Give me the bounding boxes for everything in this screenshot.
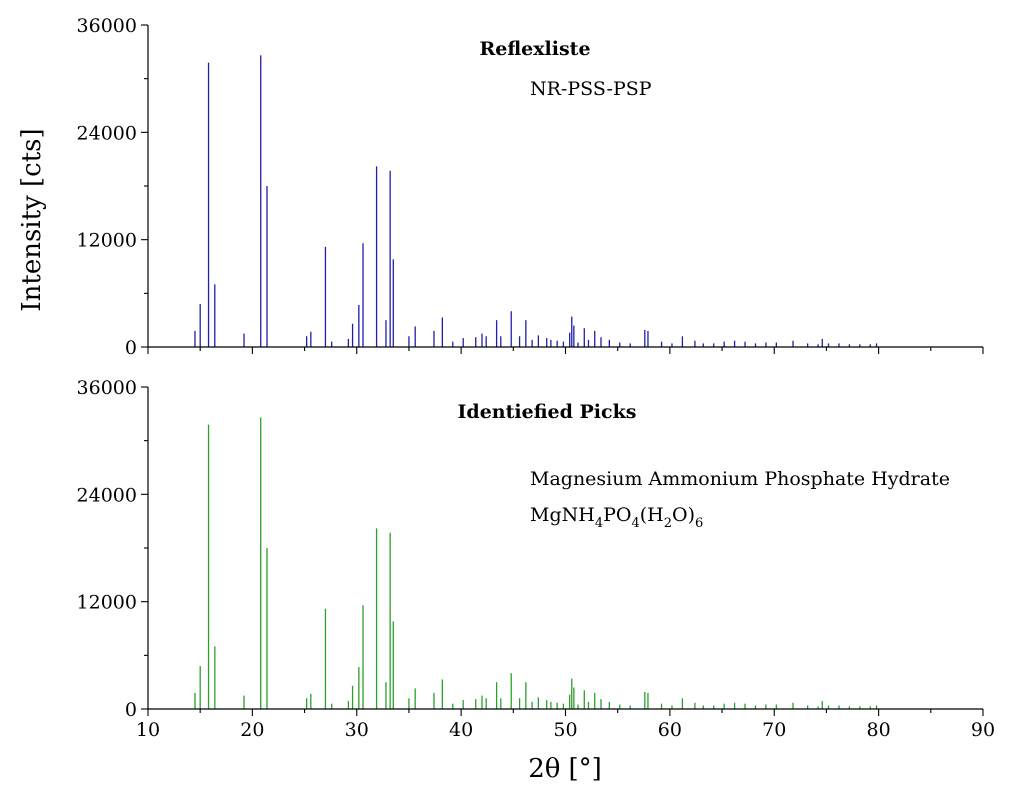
- x-tick-label: 50: [553, 719, 577, 741]
- x-tick-label: 80: [867, 719, 891, 741]
- formula-part: PO: [603, 504, 631, 526]
- formula-part: (H: [640, 504, 664, 526]
- annotation-sample-id: NR-PSS-PSP: [530, 78, 652, 100]
- formula-subscript: 4: [631, 516, 639, 531]
- y-tick-label: 36000: [77, 377, 137, 399]
- x-axis-symbol: 2θ: [528, 754, 560, 784]
- x-tick-label: 90: [971, 719, 995, 741]
- y-tick-label: 0: [125, 699, 137, 721]
- panel-title-identified-picks: Identiefied Picks: [458, 401, 637, 423]
- x-tick-label: 30: [345, 719, 369, 741]
- x-axis-label: 2θ [°]: [528, 754, 602, 784]
- y-tick-label: 24000: [77, 484, 137, 506]
- panel-title-reflexliste: Reflexliste: [479, 38, 590, 60]
- formula-part: MgNH: [530, 504, 595, 526]
- annotation-compound-name: Magnesium Ammonium Phosphate Hydrate: [530, 468, 950, 490]
- y-tick-label: 12000: [77, 230, 137, 252]
- y-tick-label: 0: [125, 337, 137, 359]
- y-tick-label: 36000: [77, 15, 137, 37]
- x-tick-label: 40: [449, 719, 473, 741]
- x-tick-label: 20: [240, 719, 264, 741]
- x-axis-unit: [°]: [568, 754, 601, 784]
- formula-part: O): [672, 504, 695, 526]
- x-tick-label: 60: [658, 719, 682, 741]
- panel-reflexliste: 0 12000 24000 36000: [77, 15, 984, 359]
- annotation-formula: MgNH4PO4(H2O)6: [530, 504, 703, 531]
- formula-subscript: 2: [664, 516, 672, 531]
- y-tick-label: 24000: [77, 122, 137, 144]
- y-axis-label: Intensity [cts]: [17, 128, 47, 311]
- y-tick-label: 12000: [77, 592, 137, 614]
- formula-subscript: 4: [595, 516, 603, 531]
- formula-subscript: 6: [695, 516, 703, 531]
- x-tick-label: 10: [136, 719, 160, 741]
- panel-identified-picks: 0 12000 24000 36000 10 20 30 40 50 60 70 80 90: [77, 377, 996, 741]
- x-tick-label: 70: [762, 719, 786, 741]
